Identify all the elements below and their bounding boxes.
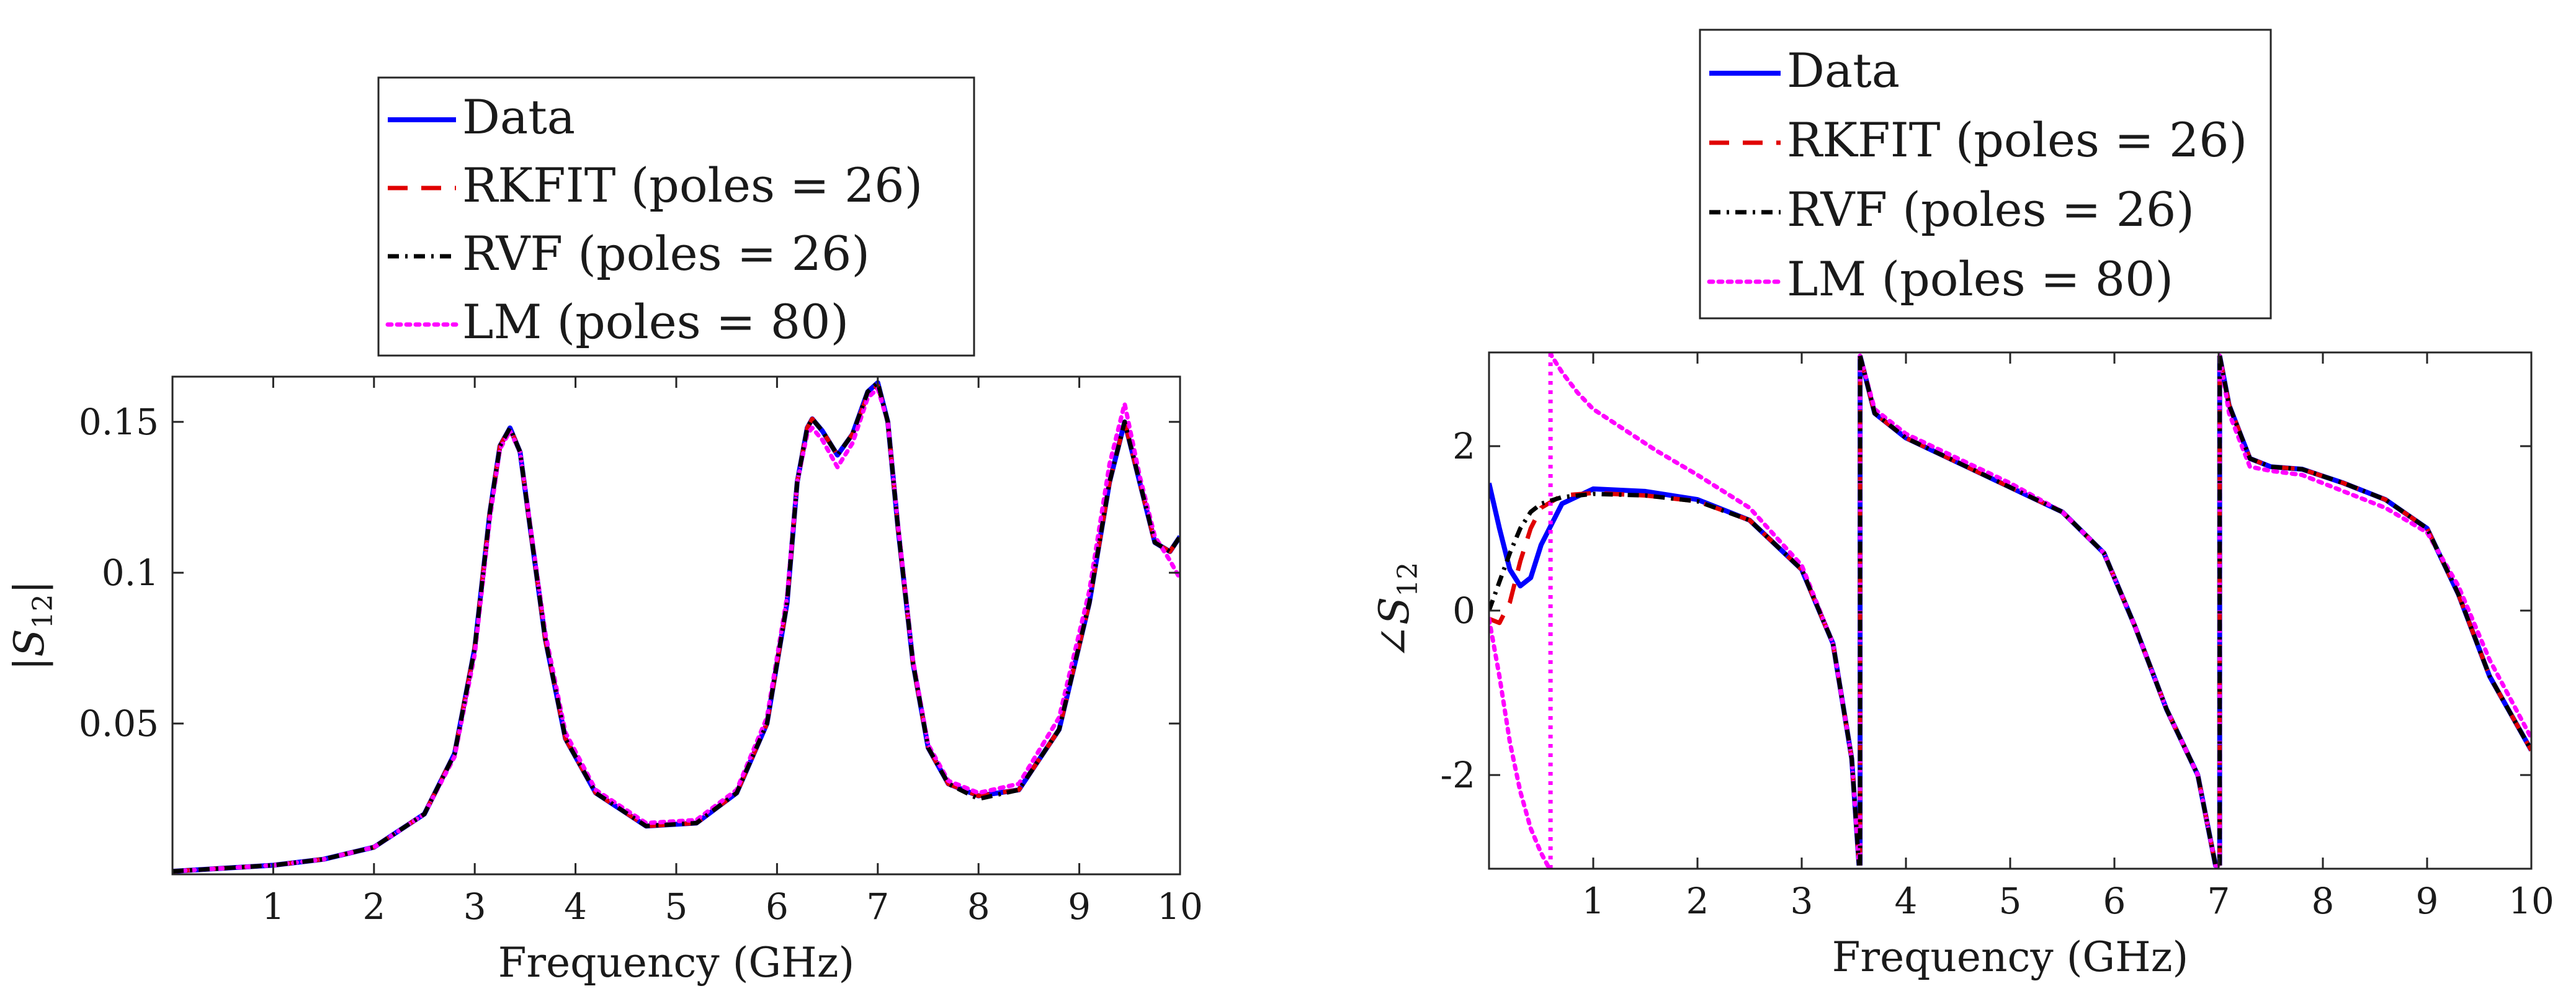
x-tick-label: 9 (1068, 885, 1091, 928)
x-tick-label: 5 (1999, 880, 2022, 922)
x-tick-label: 3 (463, 885, 486, 928)
y-tick-label: -2 (1441, 754, 1476, 796)
x-tick-label: 2 (362, 885, 385, 928)
x-tick-label: 10 (2508, 880, 2554, 922)
legend: Data RKFIT (poles = 26) RVF (poles = 26) LM… (1699, 29, 2272, 320)
legend-label: Data (1787, 43, 1900, 98)
legend-label: RKFIT (poles = 26) (1787, 112, 2247, 168)
x-tick-label: 6 (766, 885, 789, 928)
series-line-1 (172, 383, 1180, 874)
legend-label: LM (poles = 80) (462, 294, 849, 349)
x-tick-label: 1 (1582, 880, 1605, 922)
series-line-1 (1489, 355, 2531, 868)
legend-box (1699, 29, 2272, 320)
x-tick-label: 4 (564, 885, 587, 928)
x-axis-label: Frequency (GHz) (498, 939, 855, 987)
y-axis-label: |S12| (6, 580, 59, 671)
x-tick-label: 3 (1791, 880, 1813, 922)
legend-box (377, 76, 975, 357)
series-lines (1489, 352, 2531, 869)
x-tick-label: 2 (1686, 880, 1709, 922)
legend: Data RKFIT (poles = 26) RVF (poles = 26) LM… (377, 76, 975, 357)
y-tick-label: 2 (1452, 425, 1475, 467)
legend-label: RKFIT (poles = 26) (462, 158, 923, 213)
y-tick-label: 0.1 (102, 552, 159, 594)
y-tick-label: 0.15 (79, 401, 159, 443)
series-line-0 (172, 380, 1180, 874)
y-tick-label: 0 (1452, 589, 1475, 632)
x-axis-label: Frequency (GHz) (1832, 933, 2189, 981)
x-tick-label: 7 (866, 885, 889, 928)
legend-label: LM (poles = 80) (1787, 251, 2173, 307)
axes-frame (171, 375, 1181, 876)
series-line-3 (172, 386, 1180, 874)
series-line-3 (1489, 352, 2531, 869)
series-lines (172, 380, 1180, 874)
x-tick-label: 7 (2207, 880, 2230, 922)
series-line-2 (1489, 355, 2531, 868)
legend-label: RVF (poles = 26) (1787, 182, 2194, 237)
x-tick-label: 6 (2103, 880, 2126, 922)
series-line-2 (172, 380, 1180, 874)
x-tick-label: 4 (1895, 880, 1918, 922)
x-tick-label: 9 (2416, 880, 2439, 922)
axes-frame (1488, 351, 2533, 870)
x-tick-label: 10 (1157, 885, 1203, 928)
phase-chart: 1 2 3 4 5 6 7 8 9 10 -2 0 2 Frequency (GHz) ∠S12 Data RK… (1371, 29, 2554, 981)
x-tick-label: 1 (262, 885, 285, 928)
x-tick-label: 8 (2312, 880, 2335, 922)
y-axis-label: ∠S12 (1371, 562, 1424, 660)
legend-label: Data (462, 89, 575, 145)
y-tick-label: 0.05 (79, 702, 159, 745)
x-tick-label: 8 (967, 885, 990, 928)
magnitude-chart: 1 2 3 4 5 6 7 8 9 10 0.05 0.1 0.15 Frequency (GHz) |S1… (6, 76, 1203, 987)
x-tick-label: 5 (665, 885, 688, 928)
legend-label: RVF (poles = 26) (462, 226, 870, 281)
series-line-0 (1489, 355, 2531, 868)
